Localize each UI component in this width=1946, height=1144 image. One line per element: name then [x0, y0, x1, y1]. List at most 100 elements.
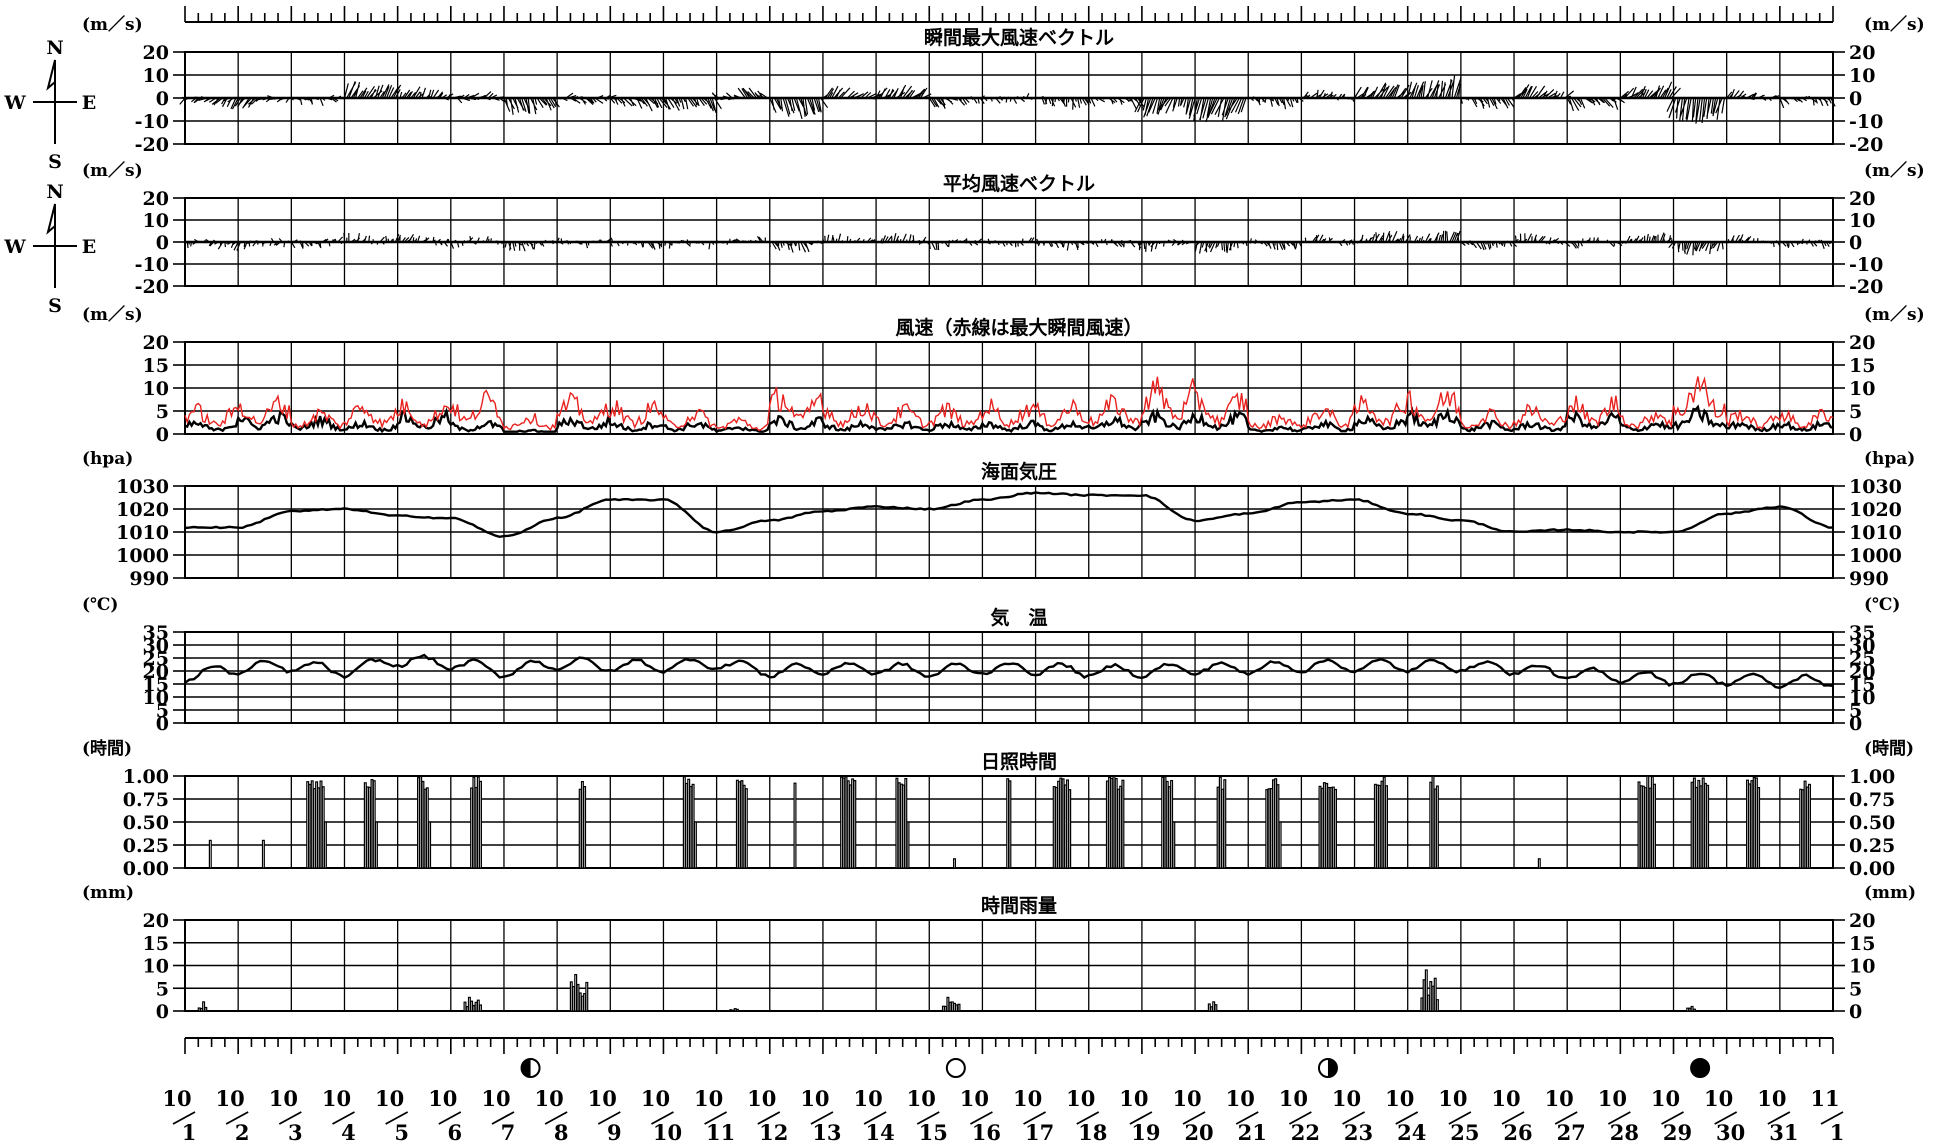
sunshine-bar — [1799, 788, 1803, 869]
ytick-label-right: 15 — [1849, 933, 1875, 955]
moon-new-icon — [1690, 1058, 1711, 1078]
rain-bar — [733, 1008, 737, 1012]
sunshine-bar — [1278, 821, 1282, 869]
sunshine-bar — [1697, 779, 1701, 869]
sunshine-bar — [735, 779, 739, 869]
sunshine-bar — [1052, 785, 1056, 869]
sunshine-bar — [474, 786, 478, 869]
unit-label-left: (時間) — [82, 738, 132, 759]
date-month: 10 — [1119, 1086, 1148, 1111]
rain-bar — [479, 1004, 483, 1012]
date-month: 10 — [1066, 1086, 1095, 1111]
date-slash — [544, 1111, 568, 1125]
moon-first-quarter-icon — [520, 1058, 541, 1078]
date-day: 21 — [1238, 1120, 1267, 1144]
ytick-label-right: 5 — [1849, 401, 1862, 423]
ytick-label-right: 0 — [1849, 232, 1862, 254]
sunshine-bar — [744, 788, 748, 869]
ytick-label-left: 5 — [156, 978, 169, 1000]
sunshine-bar — [368, 786, 372, 869]
panel-title: 時間雨量 — [981, 895, 1057, 917]
sunshine-bar — [691, 783, 695, 869]
wind-vector-series — [184, 230, 1834, 256]
sunshine-bar — [853, 779, 857, 869]
sunshine-bar — [1706, 784, 1710, 869]
unit-label-right: (時間) — [1864, 738, 1914, 759]
date-slash — [1501, 1111, 1525, 1125]
sunshine-bar — [842, 777, 846, 869]
date-month: 10 — [1651, 1086, 1680, 1111]
date-label: 106 — [428, 1086, 462, 1144]
rain-bar — [1433, 977, 1437, 1012]
sunshine-bar — [1650, 776, 1654, 869]
date-day: 30 — [1716, 1120, 1745, 1144]
sunshine-bar — [897, 782, 901, 869]
moon-disc — [945, 1058, 966, 1078]
date-slash — [225, 1111, 249, 1125]
rain-bar — [729, 1009, 733, 1012]
date-label: 108 — [535, 1086, 569, 1144]
sunshine-bar — [1116, 788, 1120, 869]
date-month: 10 — [1598, 1086, 1627, 1111]
sunshine-bar — [580, 780, 584, 869]
ytick-label-right: 20 — [1849, 332, 1875, 354]
rain-bar — [950, 1001, 954, 1012]
panel-title: 平均風速ベクトル — [943, 172, 1095, 195]
date-month: 10 — [960, 1086, 989, 1111]
date-month: 10 — [747, 1086, 776, 1111]
sunshine-bar — [363, 782, 367, 869]
ytick-label-right: 0.00 — [1849, 858, 1895, 880]
sunshine-bar — [1322, 782, 1326, 869]
sunshine-bar — [1065, 779, 1069, 869]
ytick-label-left: 10 — [143, 378, 169, 400]
rain-bar — [1429, 980, 1433, 1012]
date-month: 10 — [588, 1086, 617, 1111]
sunshine-bar — [425, 787, 429, 869]
rain-bar — [569, 981, 573, 1012]
ytick-label-right: 15 — [1849, 674, 1875, 696]
rain-bar — [944, 1005, 948, 1012]
date-slash — [757, 1111, 781, 1125]
compass-n: N — [46, 181, 63, 203]
date-slash — [916, 1111, 940, 1125]
sunshine-bar — [1648, 787, 1652, 869]
date-slash — [1288, 1111, 1312, 1125]
sunshine-bar — [1748, 783, 1752, 869]
sunshine-bar — [952, 858, 956, 869]
date-day: 27 — [1557, 1120, 1586, 1144]
moon-disc — [1690, 1058, 1711, 1078]
date-day: 7 — [501, 1120, 516, 1144]
rain-bar — [955, 1004, 959, 1012]
date-label: 104 — [322, 1086, 356, 1144]
sunshine-bar — [1380, 780, 1384, 869]
sunshine-bar — [1807, 783, 1811, 869]
ytick-label-right: 20 — [1849, 661, 1875, 683]
date-month: 10 — [162, 1086, 191, 1111]
rain-bar — [470, 1000, 474, 1012]
compass-e: E — [82, 92, 96, 114]
rain-bar — [197, 1007, 201, 1012]
rain-bar — [1214, 1004, 1218, 1012]
ytick-label-left: 0.75 — [123, 789, 169, 811]
sunshine-bar — [1692, 777, 1696, 869]
date-label: 102 — [216, 1086, 250, 1144]
date-slash — [1554, 1111, 1578, 1125]
ytick-label-left: 1000 — [116, 545, 169, 567]
sunshine-bar — [1639, 785, 1643, 869]
plot-frame — [184, 631, 1834, 724]
date-day: 13 — [812, 1120, 841, 1144]
unit-label-left: (℃) — [82, 595, 118, 615]
compass-e: E — [82, 236, 96, 258]
sunshine-bar — [1801, 789, 1805, 869]
sunshine-bar — [1121, 779, 1125, 869]
ytick-label-left: 15 — [143, 355, 169, 377]
date-month: 10 — [1332, 1086, 1361, 1111]
date-day: 8 — [554, 1120, 569, 1144]
date-month: 10 — [1172, 1086, 1201, 1111]
date-month: 10 — [1438, 1086, 1467, 1111]
date-label: 1030 — [1704, 1086, 1745, 1144]
